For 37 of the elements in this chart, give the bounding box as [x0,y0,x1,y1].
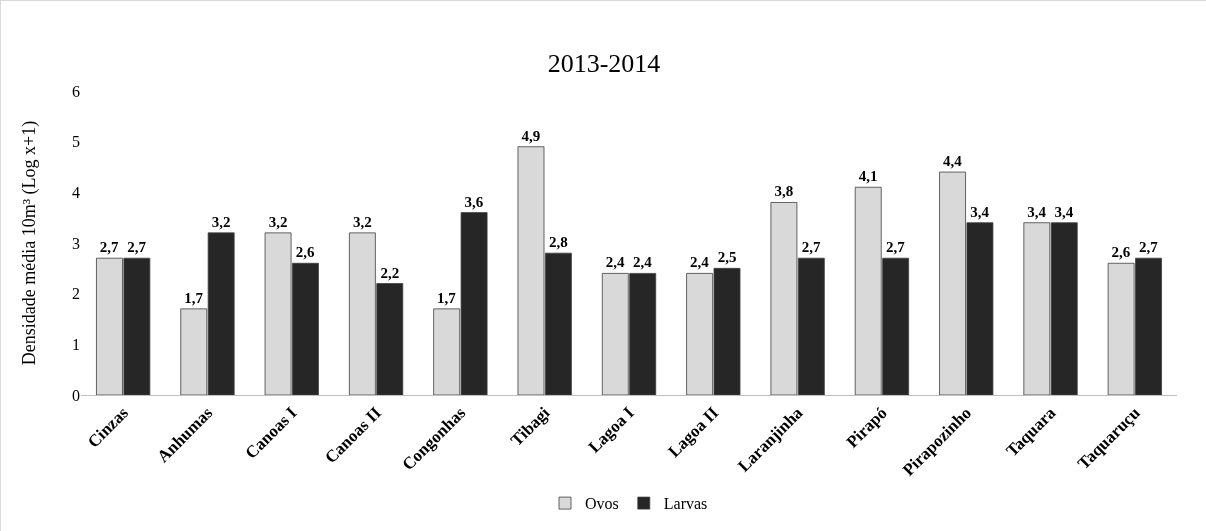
data-label: 2,6 [1111,244,1131,261]
legend-label: Larvas [663,495,708,513]
data-label: 2,4 [633,254,653,271]
data-label: 2,5 [717,249,737,266]
data-label: 4,9 [521,127,541,144]
data-label: 1,7 [437,289,457,306]
legend-label: Ovos [585,495,619,513]
data-label: 4,1 [858,168,878,185]
y-axis-title: Densidade média 10m³ (Log x+1) [19,120,40,366]
y-tick-label: 1 [72,335,80,353]
y-tick-label: 0 [72,386,80,404]
chart-title: 2013-2014 [547,49,661,79]
data-label: 3,4 [1027,203,1047,220]
data-label: 2,7 [127,239,147,256]
data-label: 2,7 [1138,239,1159,256]
data-label: 3,2 [211,213,231,230]
data-label: 2,4 [605,254,625,271]
data-label: 3,4 [970,203,990,220]
data-label: 1,7 [184,289,204,306]
data-label: 2,2 [380,264,400,281]
data-label: 4,4 [942,153,963,170]
y-tick-label: 4 [72,183,80,201]
y-tick-label: 5 [72,133,80,151]
data-label: 2,7 [886,239,906,256]
data-label: 2,7 [801,239,821,256]
data-label: 2,6 [295,244,316,261]
data-label: 2,4 [689,254,710,271]
data-label: 3,6 [464,193,484,210]
data-label: 3,2 [353,213,372,230]
data-label: 2,7 [99,239,120,256]
data-label: 3,8 [774,183,794,200]
y-tick-label: 2 [72,285,80,303]
data-label: 2,8 [549,234,568,251]
y-tick-label: 6 [72,82,80,100]
data-label: 3,4 [1054,203,1074,220]
data-label: 3,2 [268,213,288,230]
y-tick-label: 3 [72,234,80,252]
